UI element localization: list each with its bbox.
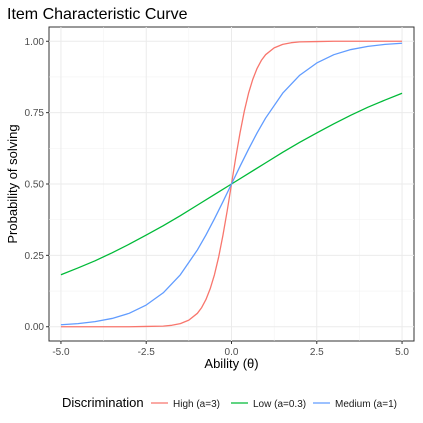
y-tick-label: 1.00 [25, 37, 45, 48]
x-tick-label: -5.0 [52, 347, 70, 358]
chart-title: Item Characteristic Curve [7, 6, 188, 23]
legend: Discrimination High (a=3) Low (a=0.3) Medi… [62, 395, 397, 410]
y-tick-label: 0.25 [25, 251, 45, 262]
x-tick-label: -2.5 [138, 347, 156, 358]
series-lines [60, 40, 403, 328]
y-tick-label: 0.50 [25, 180, 45, 191]
x-axis-ticks: -5.0 -2.5 0.0 2.5 5.0 [52, 341, 409, 358]
legend-label-2: Medium (a=1) [335, 399, 397, 410]
y-tick-label: 0.75 [25, 108, 45, 119]
legend-title: Discrimination [62, 395, 144, 410]
x-tick-label: 2.5 [310, 347, 324, 358]
x-tick-label: 0.0 [225, 347, 239, 358]
y-tick-label: 0.00 [25, 322, 45, 333]
y-axis-title: Probability of solving [5, 124, 20, 243]
legend-label-0: High (a=3) [173, 399, 220, 410]
y-axis-ticks: 0.00 0.25 0.50 0.75 1.00 [25, 37, 49, 333]
series-line-2 [60, 42, 403, 326]
x-axis-title: Ability (θ) [204, 356, 258, 371]
legend-label-1: Low (a=0.3) [253, 399, 306, 410]
x-tick-label: 5.0 [395, 347, 409, 358]
